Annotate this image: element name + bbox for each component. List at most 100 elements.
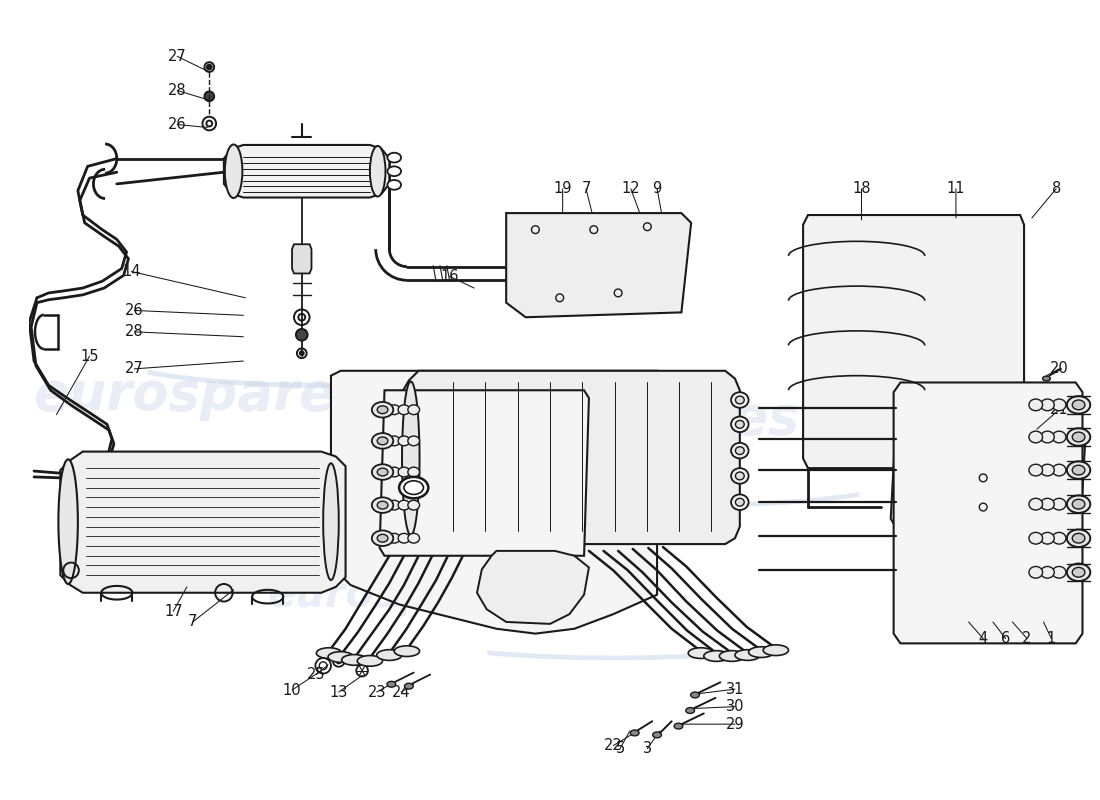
Text: 23: 23 [367, 685, 386, 699]
Ellipse shape [377, 406, 388, 414]
Ellipse shape [1028, 532, 1043, 544]
Ellipse shape [1028, 464, 1043, 476]
Text: 7: 7 [188, 614, 197, 630]
Ellipse shape [328, 652, 353, 662]
Ellipse shape [388, 500, 400, 510]
Ellipse shape [691, 692, 700, 698]
Ellipse shape [1041, 399, 1054, 410]
Ellipse shape [377, 437, 388, 445]
Ellipse shape [372, 402, 394, 418]
Text: 4: 4 [979, 631, 988, 646]
Text: 22: 22 [604, 738, 623, 753]
Ellipse shape [398, 405, 410, 414]
Ellipse shape [1072, 534, 1085, 543]
Ellipse shape [732, 468, 749, 484]
Text: 9: 9 [652, 182, 662, 196]
Text: 6: 6 [1001, 631, 1010, 646]
Ellipse shape [732, 494, 749, 510]
Ellipse shape [398, 436, 410, 446]
Ellipse shape [704, 650, 729, 662]
Text: eurospares: eurospares [466, 394, 800, 446]
Ellipse shape [402, 382, 419, 535]
Polygon shape [331, 370, 657, 634]
Ellipse shape [1072, 499, 1085, 509]
Ellipse shape [736, 472, 745, 480]
Text: 21: 21 [1049, 402, 1068, 418]
Polygon shape [893, 382, 1082, 643]
Text: 10: 10 [283, 682, 301, 698]
Text: 13: 13 [330, 685, 348, 699]
Text: 28: 28 [125, 324, 144, 339]
Ellipse shape [1043, 376, 1050, 381]
Ellipse shape [736, 421, 745, 428]
Ellipse shape [735, 650, 760, 661]
Polygon shape [402, 370, 740, 544]
Text: 24: 24 [392, 685, 410, 699]
Ellipse shape [1041, 431, 1054, 443]
Text: 5: 5 [616, 741, 625, 756]
Ellipse shape [1067, 396, 1090, 414]
Circle shape [296, 329, 308, 341]
Text: 11: 11 [947, 182, 965, 196]
Ellipse shape [398, 534, 410, 543]
Text: 27: 27 [125, 362, 144, 376]
Text: 25: 25 [307, 667, 326, 682]
Ellipse shape [1067, 462, 1090, 479]
Ellipse shape [1067, 563, 1090, 581]
Ellipse shape [1028, 431, 1043, 443]
Ellipse shape [1053, 566, 1066, 578]
Text: 8: 8 [1052, 182, 1060, 196]
Ellipse shape [1053, 399, 1066, 410]
Circle shape [300, 351, 304, 355]
Ellipse shape [1028, 399, 1043, 410]
Ellipse shape [763, 645, 789, 655]
Text: 1: 1 [1047, 631, 1056, 646]
Ellipse shape [376, 650, 402, 661]
Ellipse shape [685, 708, 694, 714]
Text: 26: 26 [168, 117, 187, 132]
Polygon shape [379, 390, 588, 556]
Ellipse shape [732, 392, 749, 408]
Ellipse shape [377, 534, 388, 542]
Text: 30: 30 [726, 699, 745, 714]
Text: 29: 29 [726, 717, 745, 732]
Ellipse shape [387, 682, 396, 687]
Ellipse shape [358, 655, 383, 666]
Text: 2: 2 [1022, 631, 1032, 646]
Text: 12: 12 [621, 182, 640, 196]
Ellipse shape [732, 417, 749, 432]
Circle shape [207, 65, 211, 70]
Ellipse shape [317, 648, 342, 658]
Text: 31: 31 [726, 682, 744, 697]
Polygon shape [506, 213, 691, 318]
Ellipse shape [372, 433, 394, 449]
Ellipse shape [1041, 566, 1054, 578]
Ellipse shape [1067, 530, 1090, 547]
Ellipse shape [652, 732, 661, 738]
Ellipse shape [1028, 498, 1043, 510]
Text: 7: 7 [581, 182, 591, 196]
Ellipse shape [370, 146, 385, 197]
Text: eurospares: eurospares [33, 369, 366, 421]
Ellipse shape [736, 446, 745, 454]
Ellipse shape [388, 436, 400, 446]
Ellipse shape [408, 534, 419, 543]
Ellipse shape [342, 654, 367, 666]
Ellipse shape [398, 500, 410, 510]
Ellipse shape [1072, 567, 1085, 577]
Ellipse shape [377, 468, 388, 476]
Ellipse shape [736, 498, 745, 506]
Ellipse shape [749, 646, 774, 658]
Ellipse shape [1041, 464, 1054, 476]
Ellipse shape [58, 459, 78, 584]
Ellipse shape [224, 145, 242, 198]
Ellipse shape [1041, 498, 1054, 510]
Ellipse shape [1041, 532, 1054, 544]
Polygon shape [292, 244, 311, 274]
Ellipse shape [405, 683, 414, 689]
Ellipse shape [732, 443, 749, 458]
Ellipse shape [387, 180, 402, 190]
Polygon shape [224, 145, 389, 198]
Ellipse shape [1072, 466, 1085, 475]
Polygon shape [803, 215, 1024, 468]
